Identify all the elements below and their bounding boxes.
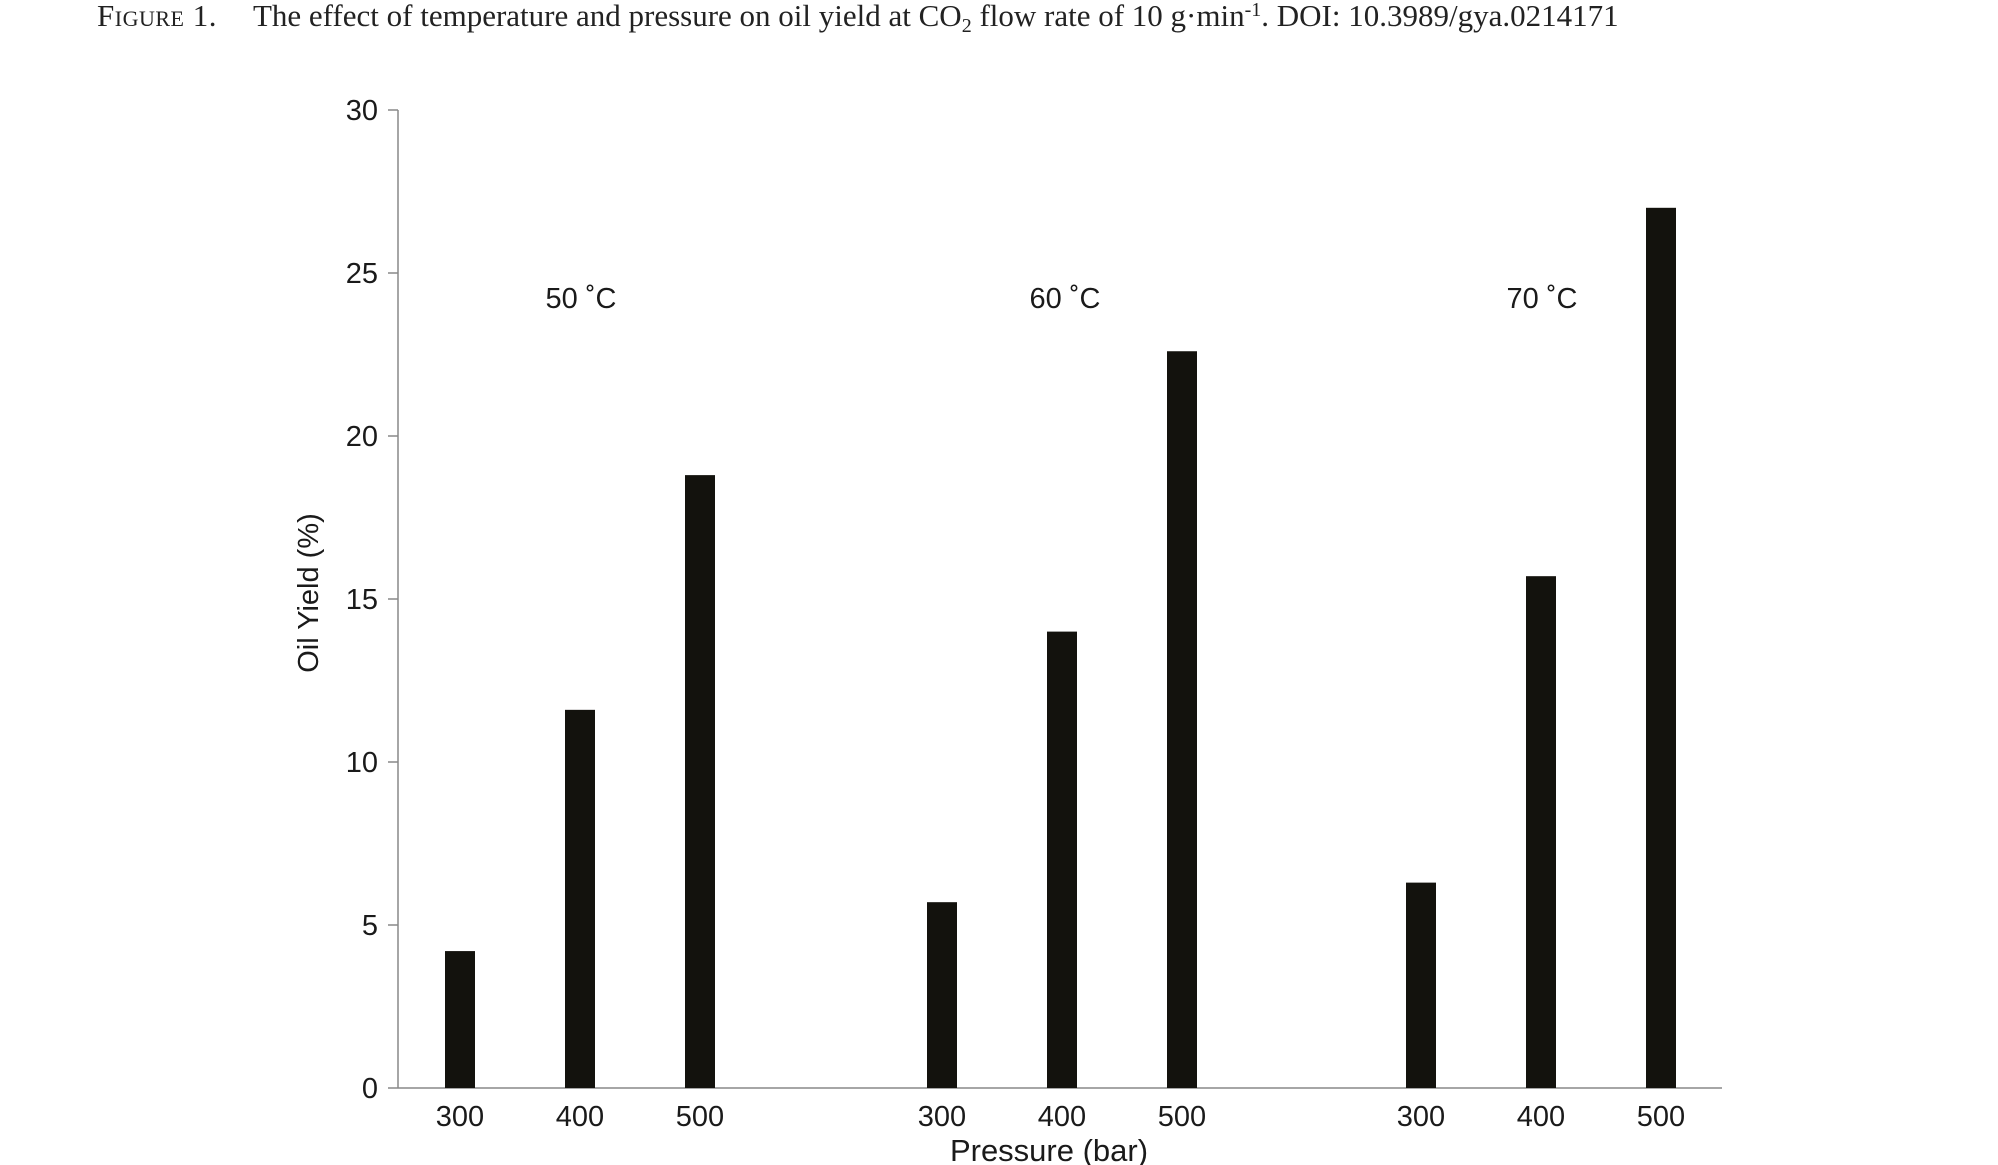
- y-tick-label: 10: [346, 747, 378, 779]
- y-axis-title: Oil Yield (%): [293, 513, 325, 673]
- bar: [1167, 351, 1197, 1088]
- group-label: 50 ˚C: [546, 283, 617, 315]
- y-axis: 0 5 10 15 20 25 30: [346, 95, 399, 1105]
- x-tick-label: 500: [1637, 1101, 1685, 1133]
- x-tick-label: 400: [1517, 1101, 1565, 1133]
- bar: [1406, 882, 1436, 1088]
- group-label: 60 ˚C: [1030, 283, 1101, 315]
- bars: [445, 207, 1676, 1089]
- x-axis-title: Pressure (bar): [950, 1133, 1148, 1165]
- x-tick-label: 400: [1038, 1101, 1086, 1133]
- x-tick-label: 500: [676, 1101, 724, 1133]
- caption-doi: . DOI: 10.3989/gya.0214171: [1261, 0, 1619, 33]
- bar: [1646, 207, 1676, 1089]
- figure-label: Figure 1.: [97, 0, 217, 33]
- y-tick-label: 20: [346, 421, 378, 453]
- bar: [445, 951, 475, 1088]
- y-tick-label: 15: [346, 584, 378, 616]
- x-tick-label: 300: [918, 1101, 966, 1133]
- caption-text: The effect of temperature and pressure o…: [252, 0, 962, 33]
- bar: [927, 902, 957, 1088]
- x-tick-label: 300: [1397, 1101, 1445, 1133]
- y-tick-label: 5: [362, 910, 378, 942]
- y-tick-label: 30: [346, 95, 378, 127]
- x-tick-label: 400: [556, 1101, 604, 1133]
- y-tick-label: 0: [362, 1073, 378, 1105]
- group-label: 70 ˚C: [1507, 283, 1578, 315]
- x-tick-label: 500: [1158, 1101, 1206, 1133]
- caption-text-flow: flow rate of 10 g·min: [971, 0, 1245, 33]
- group-labels: 50 ˚C 60 ˚C 70 ˚C: [546, 283, 1578, 315]
- bar: [685, 475, 715, 1088]
- figure-caption: Figure 1. The effect of temperature and p…: [97, 0, 1947, 40]
- caption-superscript: -1: [1244, 0, 1262, 21]
- x-axis: 300 400 500 300 400 500 300 400 500: [398, 1087, 1722, 1133]
- x-tick-label: 300: [436, 1101, 484, 1133]
- bar: [1047, 631, 1077, 1088]
- bar: [1526, 576, 1556, 1088]
- y-tick-label: 25: [346, 258, 378, 290]
- bar: [565, 709, 595, 1088]
- caption-subscript: 2: [961, 15, 972, 37]
